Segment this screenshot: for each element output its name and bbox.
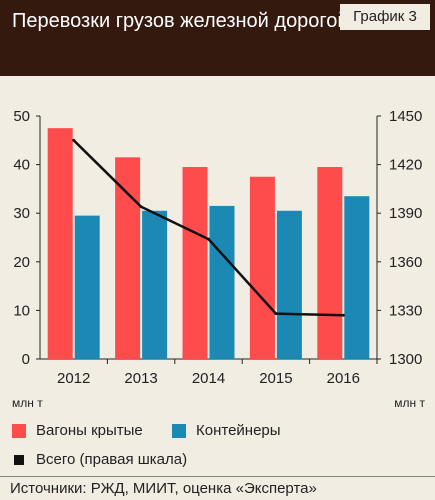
left-tick-label: 50 <box>13 108 30 125</box>
x-tick-label-2015: 2015 <box>259 370 292 387</box>
bar-containers-2015 <box>276 210 302 359</box>
legend-label-total: Всего (правая шкала) <box>36 451 188 468</box>
source-divider <box>0 476 435 477</box>
point-total-2016 <box>341 313 345 317</box>
point-total-2015 <box>274 312 278 316</box>
right-tick-label: 1330 <box>389 302 422 319</box>
point-total-2014 <box>207 237 210 241</box>
bar-covered-wagons-2014 <box>182 167 208 359</box>
x-tick-label-2016: 2016 <box>327 370 360 387</box>
legend-swatch-total <box>14 454 24 465</box>
chart-title: Перевозки грузов железной дорогой <box>12 10 349 32</box>
bar-covered-wagons-2013 <box>115 157 141 359</box>
right-tick-label: 1300 <box>389 351 422 368</box>
point-total-2012 <box>72 138 76 142</box>
legend-swatch-containers <box>172 423 186 438</box>
x-tick-label-2014: 2014 <box>192 370 225 387</box>
bar-covered-wagons-2015 <box>249 176 275 359</box>
right-tick-label: 1360 <box>389 254 422 271</box>
line-total <box>72 139 344 317</box>
left-tick-label: 20 <box>13 254 30 271</box>
header-bar: Перевозки грузов железной дорогой График… <box>0 0 435 76</box>
legend-item-covered-wagons: Вагоны крытые <box>12 422 143 439</box>
bar-covered-wagons-2012 <box>47 128 73 359</box>
bar-containers-2014 <box>209 205 235 359</box>
chart-plot: 0 10 20 30 40 50 1300 1330 1360 1390 1420 1450 2012 2… <box>12 108 425 410</box>
bar-covered-wagons-2016 <box>317 167 343 359</box>
point-total-2013 <box>139 205 143 209</box>
left-tick-label: 0 <box>22 351 30 368</box>
legend-label-covered-wagons: Вагоны крытые <box>36 422 143 439</box>
right-tick-label: 1390 <box>389 205 422 222</box>
right-tick-label: 1420 <box>389 157 422 174</box>
bar-containers-2016 <box>344 196 370 359</box>
left-tick-label: 30 <box>13 205 30 222</box>
x-tick-label-2013: 2013 <box>124 370 157 387</box>
chart-number: График 3 <box>340 4 430 30</box>
right-tick-label: 1450 <box>389 108 422 125</box>
left-tick-label: 10 <box>13 302 30 319</box>
legend-item-containers: Контейнеры <box>172 422 281 439</box>
left-axis-unit: млн т <box>12 396 43 410</box>
legend-item-total: Всего (правая шкала) <box>12 451 187 468</box>
right-axis-unit: млн т <box>394 396 425 410</box>
legend-swatch-covered-wagons <box>12 423 26 438</box>
source-note: Источники: РЖД, МИИТ, оценка «Эксперта» <box>10 480 317 497</box>
legend-label-containers: Контейнеры <box>196 422 281 439</box>
bar-containers-2013 <box>142 210 168 359</box>
bar-containers-2012 <box>74 215 100 359</box>
x-tick-label-2012: 2012 <box>57 370 90 387</box>
left-tick-label: 40 <box>13 157 30 174</box>
